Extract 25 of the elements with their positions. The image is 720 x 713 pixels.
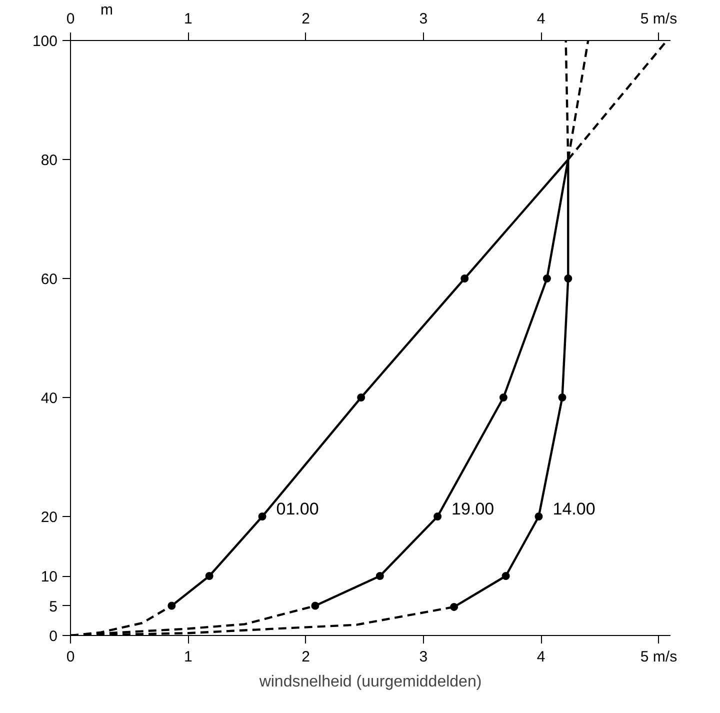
y-tick-label: 80 [40,152,58,169]
series-label: 19.00 [452,500,494,518]
series-label: 14.00 [552,500,596,518]
x-tick-label: 3 [419,648,428,666]
x2-tick-label: 3 [419,10,428,28]
x-tick-label: 5 m/s [640,648,678,666]
y-tick-label: 10 [40,568,58,586]
y-tick-label: 100 [32,33,58,50]
y-axis-title: m [100,2,113,18]
y-tick-label: 20 [40,509,58,526]
x-tick-label: 1 [184,648,192,666]
x-tick-label: 4 [536,648,546,666]
x2-tick-label: 1 [184,10,192,28]
x-tick-label: 2 [302,648,310,666]
x2-tick-label: 5 m/s [640,10,678,28]
x2-tick-label: 0 [66,10,75,28]
x-axis-title: windsnelheid (uurgemiddelden) [258,674,482,690]
x2-tick-label: 2 [302,10,310,28]
x2-tick-label: 4 [536,10,546,28]
y-tick-label: 60 [40,271,58,288]
y-tick-label: 40 [40,390,58,407]
x-tick-label: 0 [66,648,75,666]
y-tick-label: 5 [49,598,58,616]
y-tick-label: 0 [49,628,58,645]
series-label: 01.00 [276,500,319,518]
